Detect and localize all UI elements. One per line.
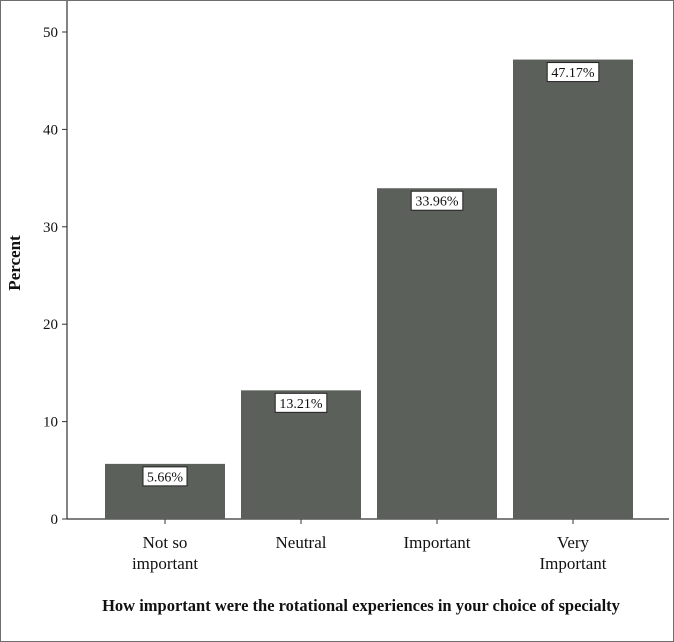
y-tick-label: 50 — [43, 25, 58, 41]
x-tick-label: important — [132, 554, 198, 573]
data-label-box — [546, 62, 600, 83]
x-tick-label: Neutral — [276, 533, 327, 552]
bar — [377, 188, 497, 519]
bars: 5.66% 13.21% 33.96% 47.17% — [105, 59, 633, 519]
y-tick-label: 10 — [43, 415, 58, 431]
x-tick-label: Not so — [143, 533, 188, 552]
data-label: 47.17% — [551, 66, 595, 81]
data-label: 13.21% — [279, 397, 323, 412]
bar-chart: 0 10 20 30 40 50 5.66% 13.21% 33.96% 47.17% Not … — [5, 1, 669, 573]
x-tick-label: Important — [403, 533, 470, 552]
data-label: 33.96% — [415, 195, 459, 210]
bar — [513, 59, 633, 519]
y-tick-label: 40 — [43, 122, 58, 138]
data-label: 5.66% — [147, 470, 184, 485]
data-label-box — [274, 392, 328, 413]
y-tick-label: 30 — [43, 220, 58, 236]
data-label-box — [410, 190, 464, 211]
data-label-box — [142, 466, 188, 487]
y-tick-label: 0 — [51, 512, 59, 528]
x-tick-label: Very — [557, 533, 590, 552]
y-ticks: 0 10 20 30 40 50 — [43, 25, 67, 528]
y-tick-label: 20 — [43, 317, 58, 333]
x-tick-label: Important — [539, 554, 606, 573]
y-axis-label: Percent — [5, 235, 24, 291]
x-axis-title: How important were the rotational experi… — [102, 596, 620, 615]
x-ticks: Not so important Neutral Important Very Impor… — [132, 519, 607, 573]
